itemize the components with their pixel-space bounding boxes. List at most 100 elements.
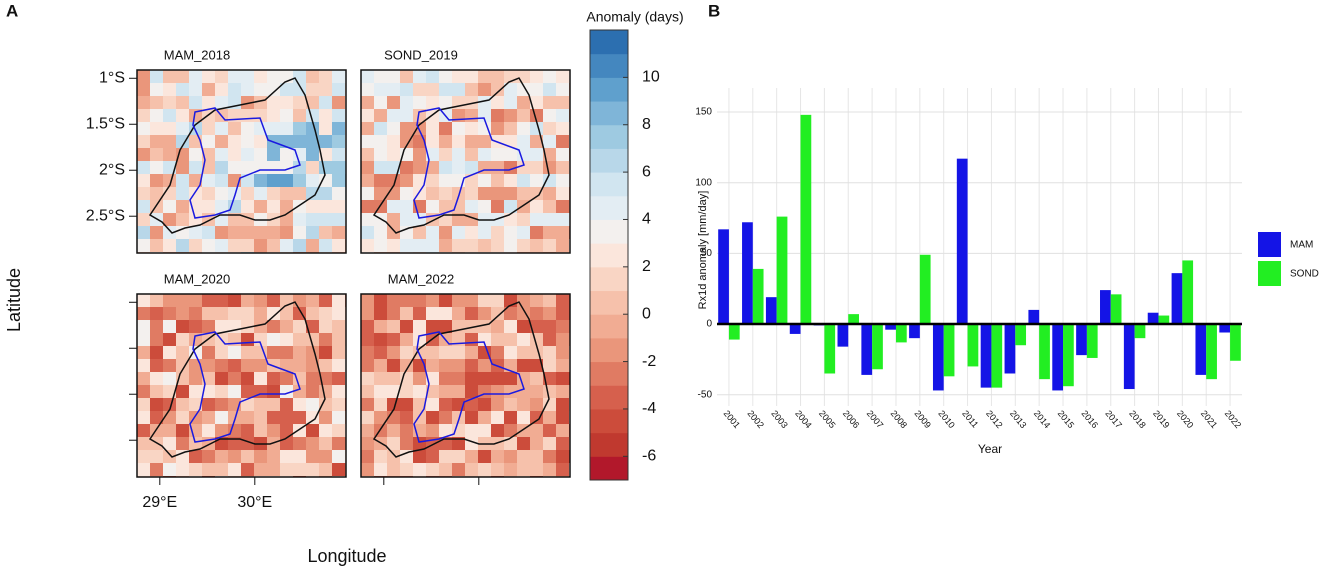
map-cell: [439, 226, 452, 239]
map-title: MAM_2022: [388, 271, 454, 286]
map-cell: [332, 398, 345, 411]
map-cell: [163, 83, 176, 96]
map-cell: [163, 135, 176, 148]
map-cell: [241, 83, 254, 96]
map-cell: [504, 307, 517, 320]
map-cell: [332, 122, 345, 135]
map-cell: [530, 161, 543, 174]
map-cell: [228, 307, 241, 320]
map-cell: [439, 200, 452, 213]
map-cell: [556, 226, 569, 239]
map-cell: [280, 96, 293, 109]
map-cell: [543, 174, 556, 187]
map-cell: [387, 122, 400, 135]
map-cell: [465, 135, 478, 148]
map-cell: [189, 320, 202, 333]
map-cell: [374, 109, 387, 122]
bar: [1015, 324, 1027, 346]
map-cell: [163, 359, 176, 372]
map-cell: [202, 83, 215, 96]
map-cell: [426, 187, 439, 200]
map-cell: [400, 359, 413, 372]
map-cell: [530, 70, 543, 83]
map-cell: [465, 200, 478, 213]
map-cell: [150, 70, 163, 83]
bar: [956, 158, 968, 325]
map-cell: [504, 398, 517, 411]
map-cell: [439, 372, 452, 385]
map-cell: [163, 463, 176, 476]
x-tick-label: 2003: [769, 408, 790, 430]
map-cell: [491, 307, 504, 320]
map-cell: [332, 320, 345, 333]
map-cell: [241, 239, 254, 252]
map-cell: [452, 346, 465, 359]
map-cell: [556, 294, 569, 307]
map-cell: [543, 307, 556, 320]
map-cell: [241, 294, 254, 307]
map-cell: [254, 200, 267, 213]
map-cell: [543, 424, 556, 437]
map-cell: [332, 70, 345, 83]
map-cell: [254, 174, 267, 187]
map-cell: [413, 307, 426, 320]
map-cell: [293, 239, 306, 252]
map-cell: [202, 174, 215, 187]
map-cell: [400, 333, 413, 346]
map-cell: [543, 187, 556, 200]
map-cell: [556, 346, 569, 359]
map-cell: [413, 70, 426, 83]
map-cell: [491, 385, 504, 398]
bar: [943, 324, 955, 377]
map-cell: [137, 437, 150, 450]
map-cell: [543, 320, 556, 333]
map-cell: [280, 463, 293, 476]
map-cell: [439, 463, 452, 476]
map-cell: [478, 122, 491, 135]
colorbar-bin: [590, 172, 628, 197]
map-cell: [280, 109, 293, 122]
x-tick-label: 2012: [984, 408, 1005, 430]
map-cell: [254, 70, 267, 83]
map-cell: [478, 239, 491, 252]
map-cell: [319, 450, 332, 463]
map-cell: [319, 174, 332, 187]
map-cell: [137, 294, 150, 307]
map-cell: [543, 226, 556, 239]
map-cell: [202, 122, 215, 135]
map-cell: [267, 424, 280, 437]
map-cell: [202, 372, 215, 385]
map-cell: [387, 226, 400, 239]
map-cell: [387, 148, 400, 161]
map-cell: [504, 148, 517, 161]
map-cell: [319, 226, 332, 239]
map-cell: [137, 109, 150, 122]
map-cell: [280, 450, 293, 463]
map-cell: [137, 450, 150, 463]
map-cell: [426, 411, 439, 424]
bar: [1100, 290, 1111, 325]
map-cell: [189, 398, 202, 411]
map-cell: [241, 307, 254, 320]
map-cell: [556, 450, 569, 463]
map-cell: [267, 411, 280, 424]
map-cell: [280, 226, 293, 239]
map-cell: [400, 135, 413, 148]
map-frame: [360, 69, 571, 254]
map-cell: [267, 372, 280, 385]
bar: [1086, 324, 1098, 358]
map-cell: [137, 239, 150, 252]
map-cell: [504, 320, 517, 333]
map-cell: [293, 294, 306, 307]
map-cell: [361, 109, 374, 122]
map-y-tick-label: 1°S: [99, 69, 125, 86]
map-cell: [452, 294, 465, 307]
map-cell: [254, 411, 267, 424]
map-cell: [176, 174, 189, 187]
colorbar-tick-label: 8: [642, 116, 651, 133]
map-cell: [478, 226, 491, 239]
map-cell: [426, 398, 439, 411]
map-cell: [413, 333, 426, 346]
map-cell: [400, 346, 413, 359]
map-cell: [150, 187, 163, 200]
